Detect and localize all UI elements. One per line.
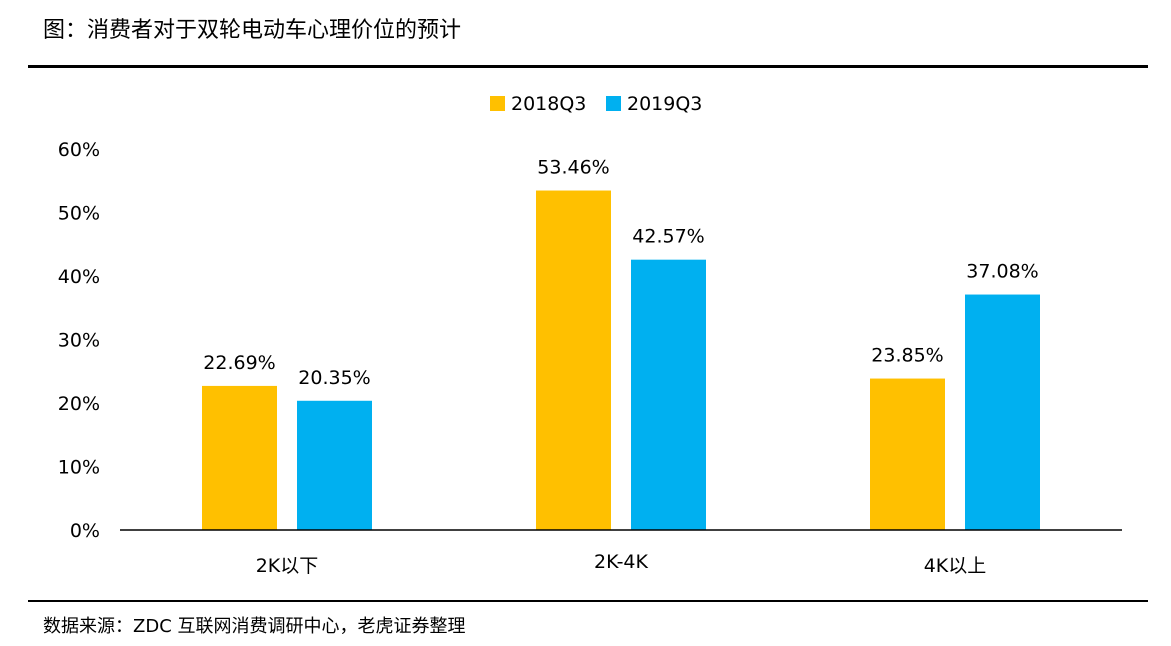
data-label: 20.35%: [298, 367, 370, 389]
bottom-divider: [28, 600, 1148, 602]
data-label: 22.69%: [203, 352, 275, 374]
y-tick-label: 0%: [70, 520, 100, 542]
bar-2018Q3-2K-4K: [536, 190, 611, 531]
bar-2018Q3-4K以上: [870, 378, 945, 530]
bar-2019Q3-2K-4K: [631, 259, 706, 530]
legend-swatch-2019Q3: [606, 96, 621, 111]
legend-swatch-2018Q3: [490, 96, 505, 111]
x-tick-label: 4K以上: [924, 555, 987, 577]
data-label: 37.08%: [966, 261, 1038, 283]
bar-2019Q3-2K以下: [297, 400, 372, 530]
y-tick-label: 20%: [58, 393, 100, 415]
y-tick-label: 40%: [58, 266, 100, 288]
y-tick-label: 30%: [58, 330, 100, 352]
y-tick-label: 10%: [58, 457, 100, 479]
bars: [202, 190, 1040, 531]
legend-label-2019Q3: 2019Q3: [627, 93, 702, 115]
y-axis: 0% 10% 20% 30% 40% 50% 60%: [58, 139, 100, 542]
x-tick-label: 2K以下: [256, 555, 319, 577]
data-labels: 22.69% 20.35% 53.46% 42.57% 23.85% 37.08%: [203, 157, 1038, 389]
top-divider: [28, 65, 1148, 68]
legend: 2018Q3 2019Q3: [490, 93, 702, 115]
bar-2019Q3-4K以上: [965, 294, 1040, 530]
legend-label-2018Q3: 2018Q3: [511, 93, 586, 115]
x-axis: 2K以下 2K-4K 4K以上: [120, 529, 1122, 577]
data-label: 42.57%: [632, 226, 704, 248]
y-tick-label: 60%: [58, 139, 100, 161]
source-note: 数据来源：ZDC 互联网消费调研中心，老虎证券整理: [43, 616, 466, 637]
data-label: 23.85%: [871, 345, 943, 367]
y-tick-label: 50%: [58, 203, 100, 225]
x-tick-label: 2K-4K: [594, 551, 648, 573]
chart-title: 图：消费者对于双轮电动车心理价位的预计: [43, 18, 462, 43]
bar-2018Q3-2K以下: [202, 385, 277, 530]
data-label: 53.46%: [537, 157, 609, 179]
